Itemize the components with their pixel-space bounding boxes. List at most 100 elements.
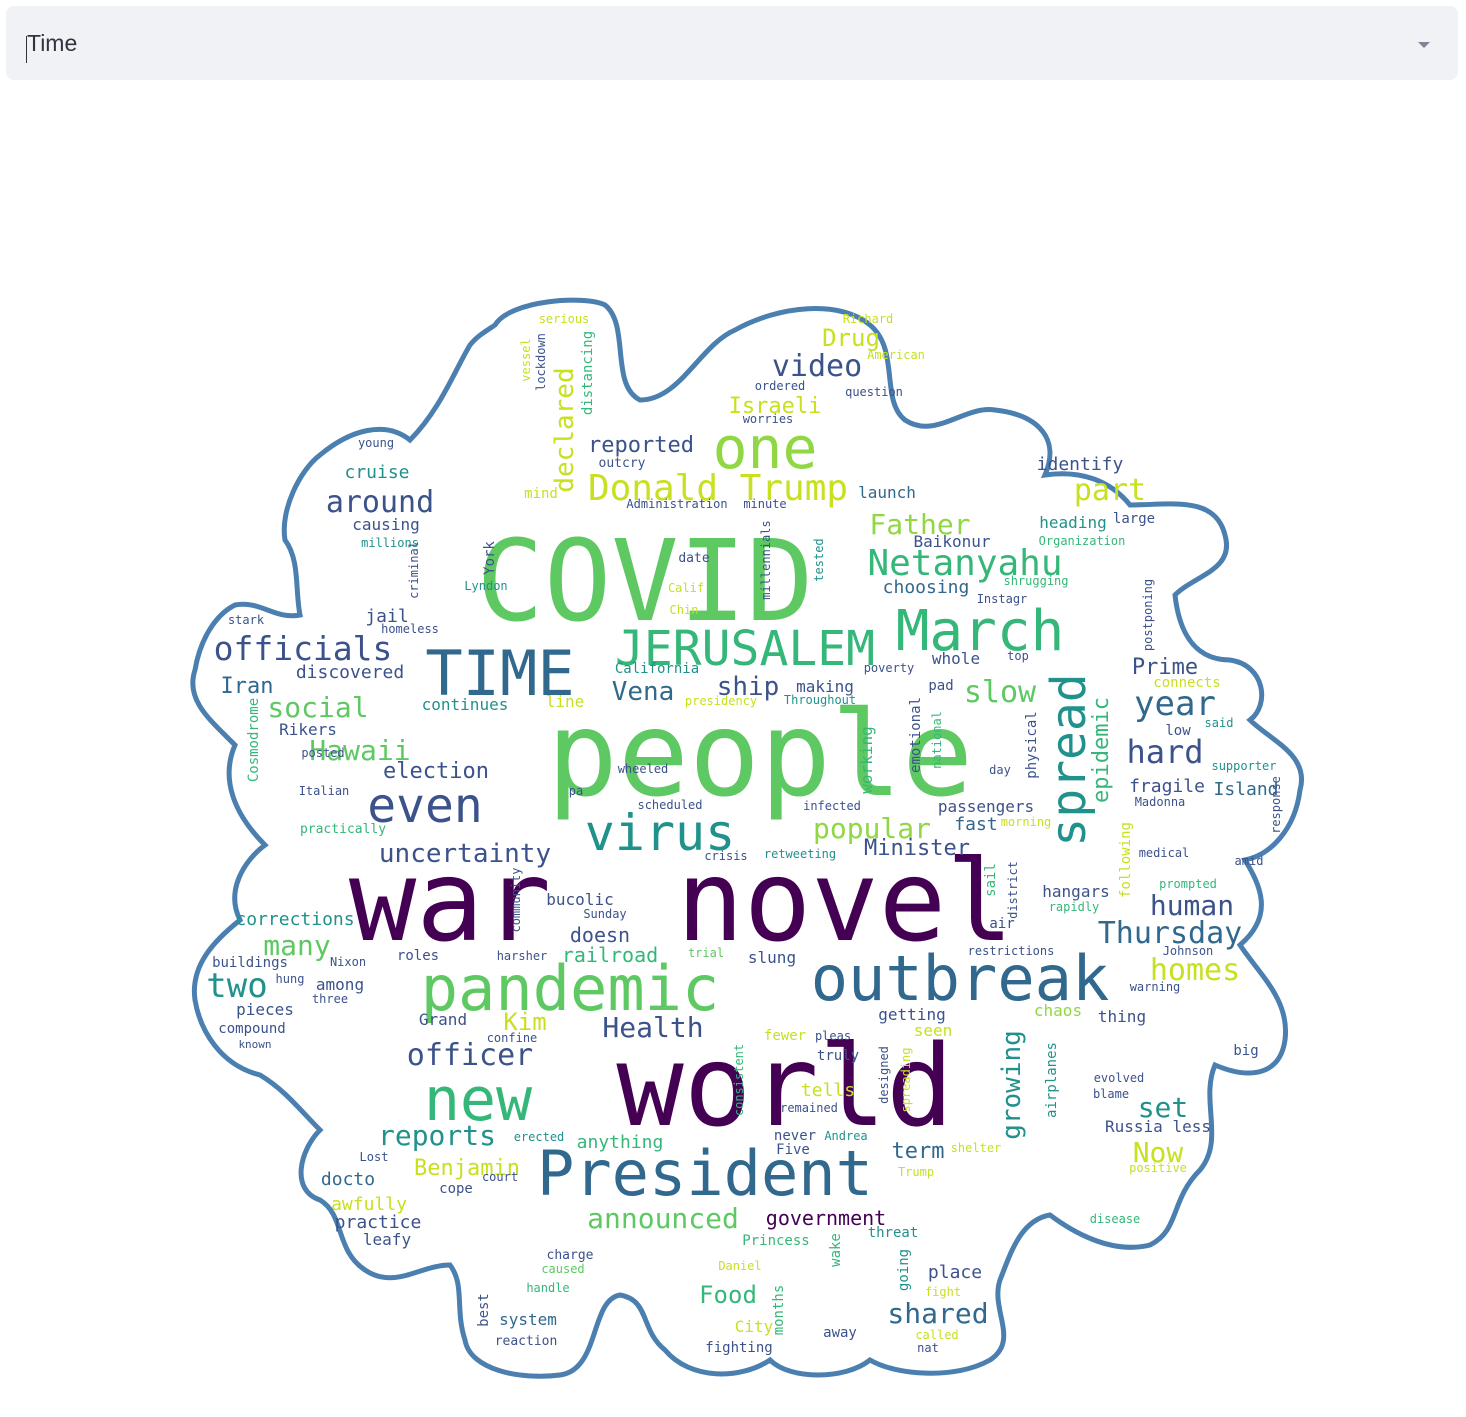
cloud-word: slung [748,948,796,967]
cloud-word: Iran [221,674,274,699]
cloud-word: City [735,1317,774,1336]
cloud-word: Hawaii [309,734,410,767]
cloud-word: distancing [580,331,596,415]
cloud-word: medical [1139,846,1190,860]
cloud-word: away [823,1325,857,1341]
cloud-word: best [476,1293,492,1327]
cloud-word: announced [587,1202,739,1235]
cloud-word: connects [1153,675,1220,691]
cloud-word: Daniel [718,1259,761,1273]
cloud-word: new [424,1065,533,1135]
cloud-word: mind [524,486,558,502]
cloud-word: Father [869,508,970,541]
cloud-word: infected [803,799,861,813]
cloud-word: reports [378,1119,496,1152]
cloud-word: hangars [1042,882,1109,901]
cloud-word: response [1269,776,1283,834]
cloud-word: poverty [864,661,915,675]
cloud-word: consistent [732,1044,746,1116]
cloud-word: growing [997,1030,1027,1140]
cloud-word: Chin [670,603,699,617]
cloud-word: reaction [495,1334,558,1349]
cloud-word: system [499,1310,557,1329]
cloud-word: virus [585,804,736,862]
cloud-word: threat [868,1225,919,1241]
cloud-word: three [312,992,348,1006]
cloud-word: worries [743,412,794,426]
cloud-word: hard [1126,733,1203,771]
cloud-word: cruise [344,462,409,483]
cloud-word: nat [917,1341,939,1355]
cloud-word: Prime [1132,655,1198,680]
cloud-word: declared [550,367,580,492]
cloud-word: big [1233,1043,1258,1059]
cloud-word: district [1006,861,1020,919]
cloud-word: Lyndon [464,579,507,593]
cloud-word: date [678,551,709,566]
cloud-word: called [915,1328,958,1342]
cloud-word: continues [422,695,509,714]
cloud-word: world [616,1022,953,1152]
cloud-word: fewer [764,1028,806,1044]
cloud-word: Organization [1039,534,1126,548]
cloud-word: tells [801,1080,855,1101]
cloud-word: positive [1129,1161,1187,1175]
chevron-down-icon[interactable] [1418,42,1430,48]
cloud-word: young [358,436,394,450]
cloud-word: war [349,837,551,967]
cloud-word: shared [887,1297,988,1330]
cloud-word: Five [776,1142,810,1158]
cloud-word: epidemic [1089,697,1114,803]
cloud-word: doesn [570,923,630,947]
cloud-word: harsher [497,949,548,963]
cloud-word: supporter [1211,759,1276,773]
cloud-word: stark [228,613,265,627]
cloud-word: Administration [626,497,727,511]
cloud-word: causing [352,515,419,534]
cloud-word: Drug [822,324,880,352]
cloud-word: year [1134,684,1216,724]
cloud-word: Grand [419,1010,467,1029]
cloud-word: said [1205,716,1234,730]
cloud-word: confine [487,1031,538,1045]
cloud-word: Baikonur [913,532,990,551]
cloud-word: retweeting [764,847,836,861]
cloud-word: months [771,1285,787,1336]
cloud-word: presidency [685,694,757,708]
cloud-word: popular [813,812,931,845]
cloud-word: making [796,677,854,696]
cloud-word: outbreak [811,942,1110,1015]
select-value: Time [27,30,78,56]
cloud-word: known [238,1038,271,1051]
page-select[interactable]: Time [6,6,1458,80]
cloud-word: tested [812,538,826,581]
cloud-word: among [316,975,364,994]
cloud-word: homes [1150,953,1240,988]
virus-outline [190,297,1305,1379]
cloud-word: Instagr [977,592,1028,606]
cloud-word: caused [541,1262,584,1276]
cloud-word: posted [301,746,344,760]
cloud-word: day [989,763,1011,777]
cloud-word: criminal [407,541,421,599]
cloud-word: serious [539,312,590,326]
cloud-word: corrections [235,909,354,930]
cloud-word: Benjamin [414,1156,520,1181]
cloud-word: Richard [843,312,894,326]
cloud-word: part [1074,473,1146,508]
cloud-word: Nixon [330,955,366,969]
cloud-word: pandemic [421,952,720,1025]
cloud-word: Island [1213,779,1278,800]
cloud-word: evolved [1094,1071,1145,1085]
cloud-word: Throughout [784,693,856,707]
cloud-word: American [867,348,925,362]
cloud-word: many [263,929,330,962]
cloud-word: community [509,867,523,932]
cloud-word: discovered [296,662,404,683]
cloud-word: Minister [864,836,970,861]
cloud-word: Kim [503,1008,546,1036]
cloud-word: March [896,599,1065,664]
cloud-word: Princess [742,1233,809,1249]
cloud-word: Andrea [824,1129,867,1143]
